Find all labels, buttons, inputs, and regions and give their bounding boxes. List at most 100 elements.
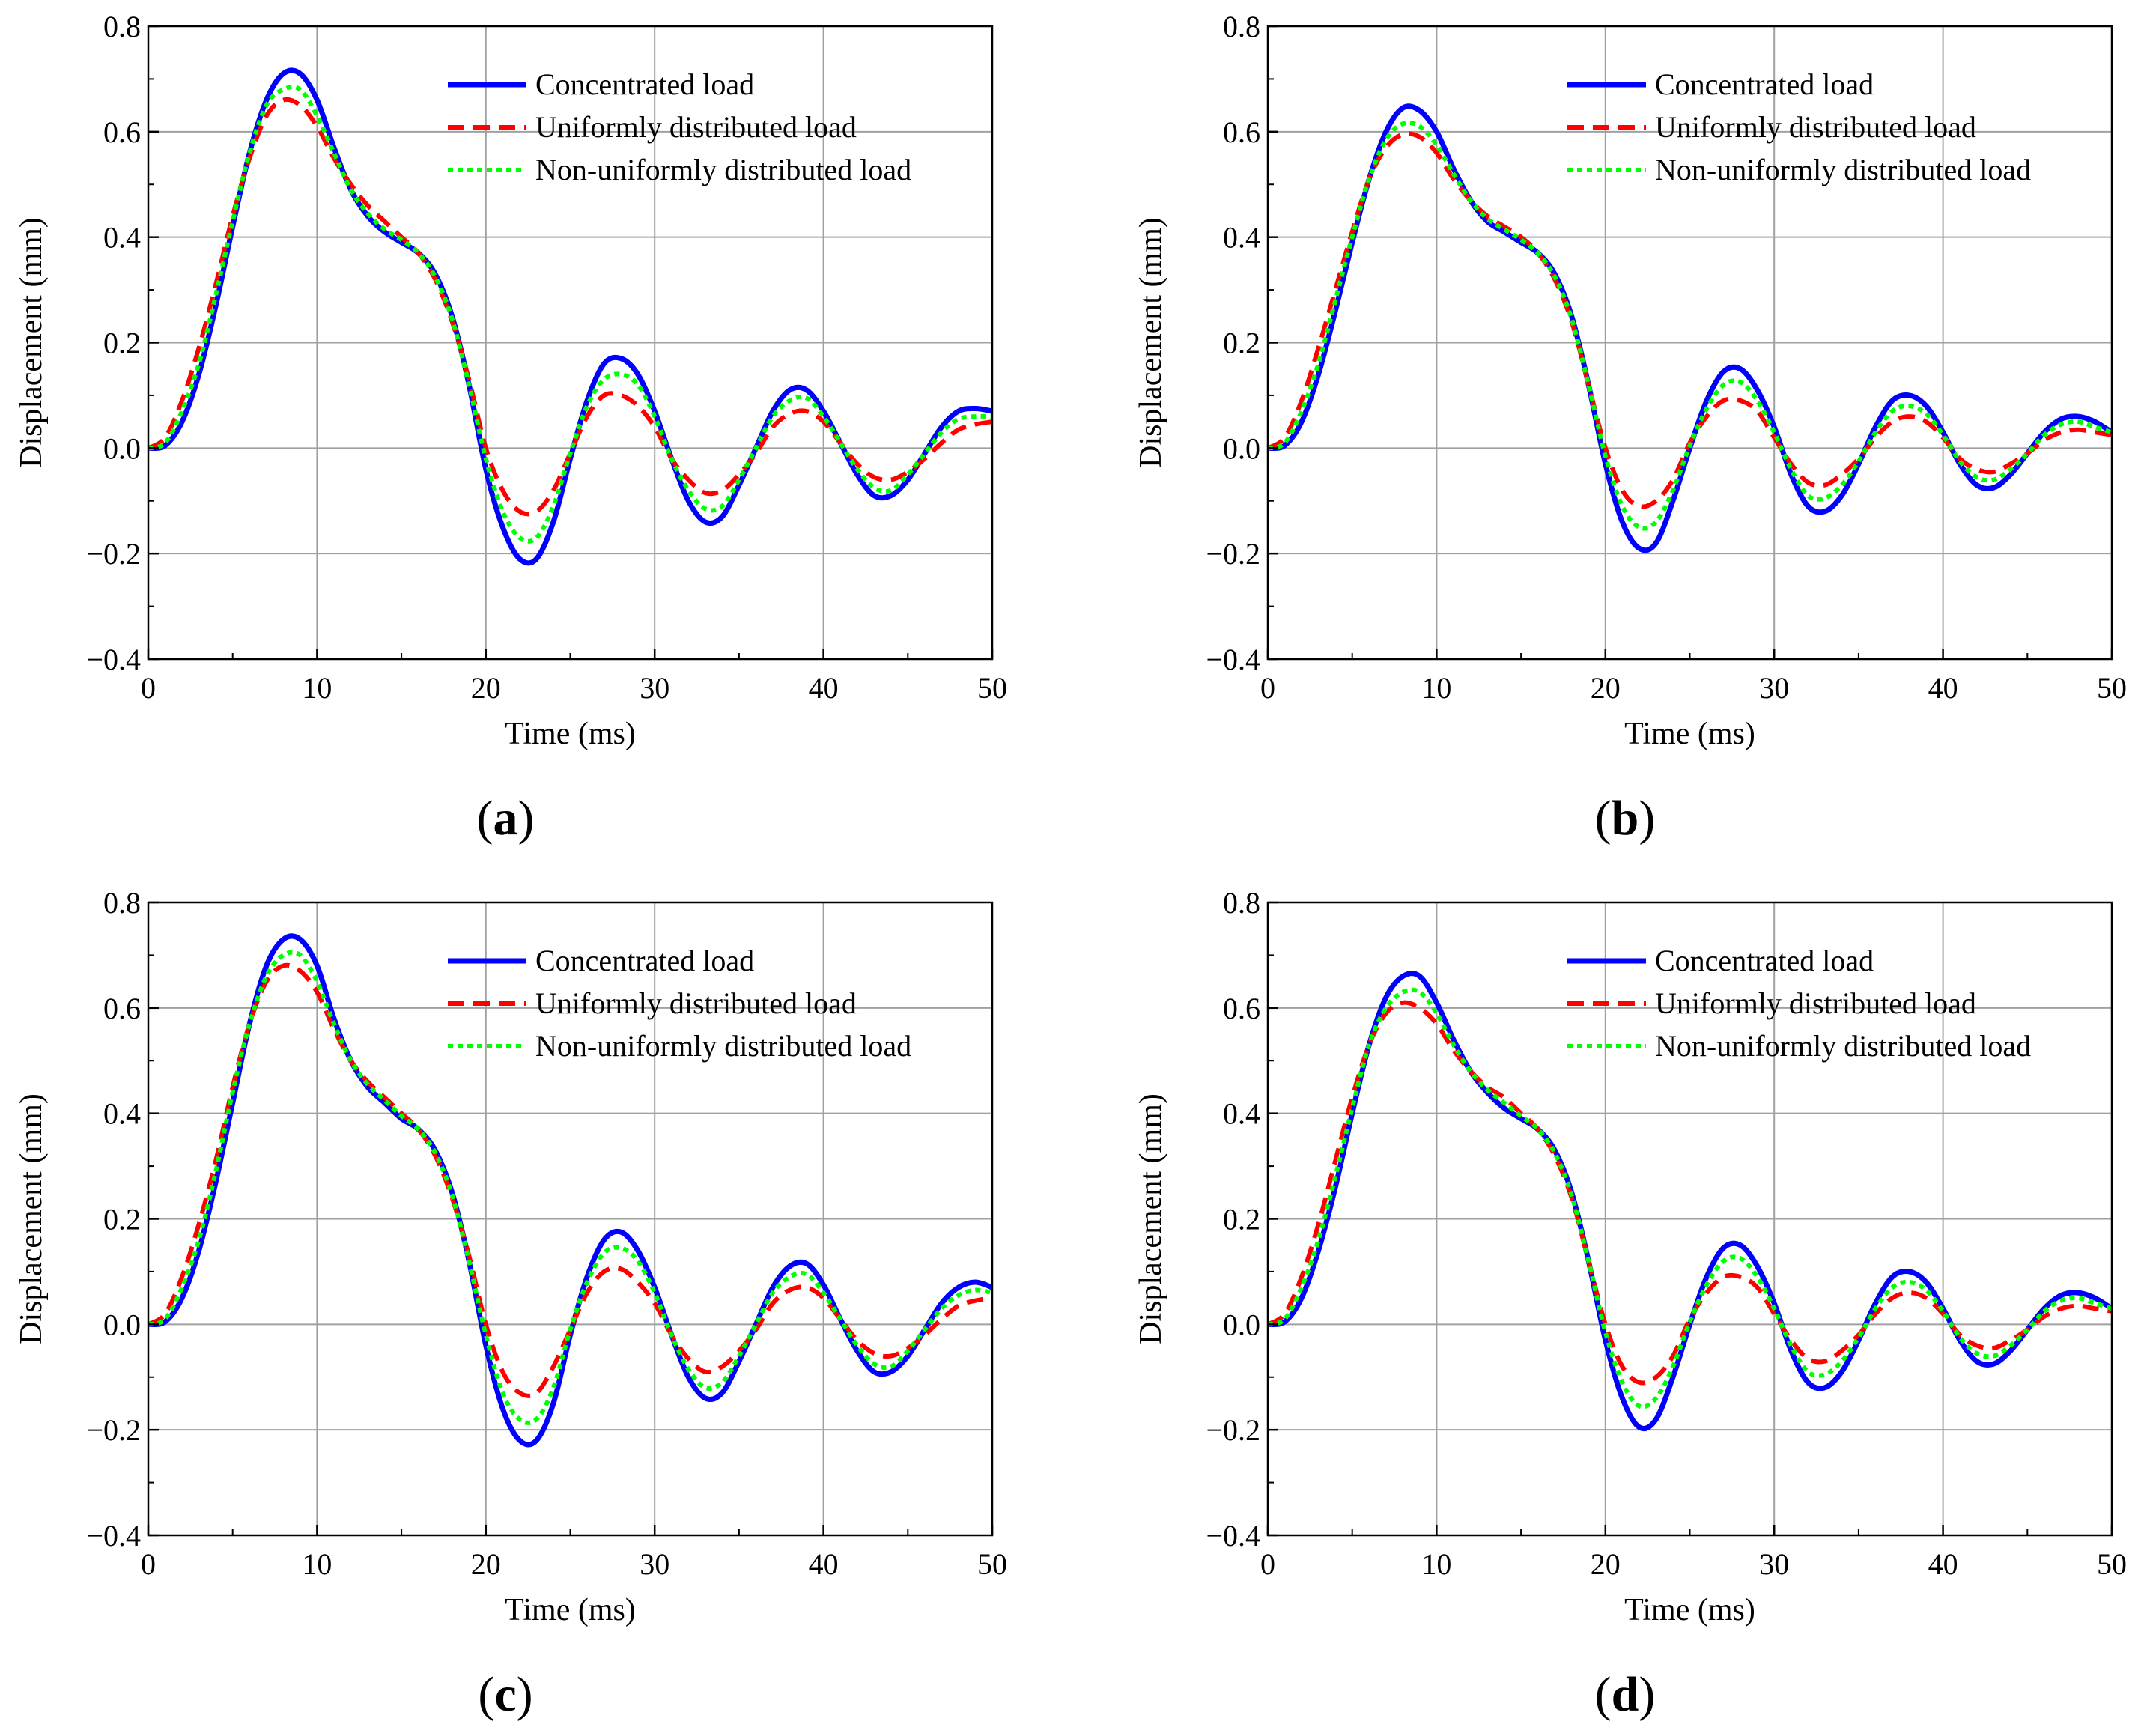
x-tick-label: 30: [640, 671, 669, 705]
x-tick-label: 0: [1260, 671, 1275, 705]
y-tick-label: 0.2: [1223, 327, 1260, 360]
x-axis: 0 10 20 30 40 50 Time (ms): [1260, 649, 2127, 751]
series-line-non-uniformly-distributed-load: [148, 950, 993, 1425]
x-tick-label: 40: [809, 1547, 839, 1581]
chart-svg: 0 10 20 30 40 50 Time (ms) −0.4 −0.2 0.0 0.2 0.4 0.6…: [1134, 886, 2127, 1627]
y-tick-label: 0.8: [103, 10, 141, 43]
panel-label-a: (a): [476, 791, 535, 846]
grid-lines: [148, 902, 992, 1535]
legend: Concentrated load Uniformly distributed l…: [448, 67, 911, 186]
series-group: [1266, 971, 2113, 1432]
legend-entry: Non-uniformly distributed load: [1655, 153, 2031, 186]
panel-label-d: (d): [1594, 1667, 1656, 1722]
x-tick-label: 20: [1591, 671, 1621, 705]
y-tick-label: −0.2: [1206, 537, 1260, 571]
panel-label-b: (b): [1594, 791, 1656, 846]
y-axis: −0.4 −0.2 0.0 0.2 0.4 0.6 0.8 Displacement (mm): [14, 886, 159, 1553]
x-axis-label: Time (ms): [1624, 717, 1755, 751]
y-tick-label: −0.4: [1206, 643, 1260, 676]
legend-entry: Uniformly distributed load: [1655, 986, 1976, 1020]
x-tick-label: 10: [1421, 671, 1451, 705]
x-axis: 0 10 20 30 40 50 Time (ms): [141, 1525, 1007, 1627]
y-tick-label: 0.2: [103, 327, 141, 360]
chart-panel-c: 0 10 20 30 40 50 Time (ms) −0.4 −0.2 0.0 0.2 0.4 0.6…: [0, 876, 1018, 1640]
legend-entry: Concentrated load: [1655, 944, 1874, 977]
y-tick-label: 0.4: [1223, 1097, 1260, 1131]
legend-entry: Non-uniformly distributed load: [535, 153, 911, 186]
legend-entry: Uniformly distributed load: [535, 110, 857, 144]
y-tick-label: 0.8: [103, 886, 141, 920]
legend-entry: Concentrated load: [535, 944, 754, 977]
y-tick-label: −0.4: [1206, 1519, 1260, 1553]
x-tick-label: 20: [471, 671, 501, 705]
chart-panel-d: 0 10 20 30 40 50 Time (ms) −0.4 −0.2 0.0 0.2 0.4 0.6…: [1120, 876, 2138, 1640]
series-line-concentrated-load: [148, 67, 993, 566]
x-tick-label: 50: [2097, 671, 2127, 705]
series-line-uniformly-distributed-load: [1266, 131, 2113, 509]
legend-entry: Uniformly distributed load: [1655, 110, 1976, 144]
x-tick-label: 50: [977, 1547, 1007, 1581]
panel-label-c: (c): [478, 1667, 533, 1722]
x-axis: 0 10 20 30 40 50 Time (ms): [1260, 1525, 2127, 1627]
series-line-non-uniformly-distributed-load: [148, 84, 993, 544]
y-axis-label: Displacement (mm): [1134, 1093, 1168, 1344]
legend: Concentrated load Uniformly distributed l…: [1567, 67, 2031, 186]
x-tick-label: 50: [2097, 1547, 2127, 1581]
x-tick-label: 30: [1759, 1547, 1789, 1581]
y-tick-label: 0.0: [1223, 431, 1260, 465]
y-axis: −0.4 −0.2 0.0 0.2 0.4 0.6 0.8 Displacement (mm): [1134, 10, 1278, 676]
y-tick-label: 0.0: [1223, 1308, 1260, 1341]
series-group: [1266, 103, 2113, 553]
series-line-concentrated-load: [1267, 971, 2113, 1432]
chart-panel-b: 0 10 20 30 40 50 Time (ms) −0.4 −0.2 0.0 0.2 0.4 0.6…: [1120, 0, 2138, 764]
x-tick-label: 40: [1928, 671, 1958, 705]
legend-entry: Uniformly distributed load: [535, 986, 857, 1020]
y-tick-label: 0.8: [1223, 10, 1260, 43]
x-tick-label: 30: [640, 1547, 669, 1581]
x-axis-label: Time (ms): [505, 717, 636, 751]
y-tick-label: 0.4: [1223, 221, 1260, 255]
y-axis-label: Displacement (mm): [14, 1093, 49, 1344]
y-tick-label: 0.6: [1223, 115, 1260, 149]
y-axis: −0.4 −0.2 0.0 0.2 0.4 0.6 0.8 Displacement (mm): [1134, 886, 1278, 1553]
y-tick-label: 0.2: [1223, 1203, 1260, 1236]
chart-svg: 0 10 20 30 40 50 Time (ms) −0.4 −0.2 0.0 0.2 0.4 0.6…: [14, 10, 1007, 751]
chart-panel-a: 0 10 20 30 40 50 Time (ms) −0.4 −0.2 0.0 0.2 0.4 0.6…: [0, 0, 1018, 764]
y-axis-label: Displacement (mm): [14, 217, 49, 468]
legend: Concentrated load Uniformly distributed l…: [1567, 944, 2031, 1063]
y-tick-label: 0.6: [103, 992, 141, 1025]
series-line-uniformly-distributed-load: [1266, 1000, 2113, 1386]
x-axis: 0 10 20 30 40 50 Time (ms): [141, 649, 1007, 751]
y-tick-label: −0.2: [86, 537, 141, 571]
x-tick-label: 10: [302, 671, 332, 705]
legend-entry: Non-uniformly distributed load: [535, 1029, 911, 1063]
x-tick-label: 0: [141, 671, 156, 705]
y-tick-label: 0.4: [103, 221, 141, 255]
x-tick-label: 10: [302, 1547, 332, 1581]
legend-entry: Concentrated load: [1655, 67, 1874, 101]
y-tick-label: −0.2: [1206, 1413, 1260, 1447]
x-tick-label: 20: [1591, 1547, 1621, 1581]
legend-entry: Non-uniformly distributed load: [1655, 1029, 2031, 1063]
y-tick-label: −0.4: [86, 1519, 141, 1553]
y-tick-label: 0.0: [103, 431, 141, 465]
y-tick-label: 0.6: [103, 115, 141, 149]
x-axis-label: Time (ms): [1624, 1593, 1755, 1627]
y-tick-label: 0.8: [1223, 886, 1260, 920]
x-tick-label: 0: [141, 1547, 156, 1581]
grid-lines: [148, 26, 992, 659]
y-tick-label: 0.4: [103, 1097, 141, 1131]
x-tick-label: 40: [809, 671, 839, 705]
x-tick-label: 10: [1421, 1547, 1451, 1581]
legend: Concentrated load Uniformly distributed l…: [448, 944, 911, 1063]
series-group: [147, 67, 993, 566]
x-tick-label: 0: [1260, 1547, 1275, 1581]
y-axis: −0.4 −0.2 0.0 0.2 0.4 0.6 0.8 Displacement (mm): [14, 10, 159, 676]
y-axis-label: Displacement (mm): [1134, 217, 1168, 468]
legend-entry: Concentrated load: [535, 67, 754, 101]
y-tick-label: −0.4: [86, 643, 141, 676]
grid-lines: [1268, 26, 2112, 659]
x-tick-label: 30: [1759, 671, 1789, 705]
series-line-non-uniformly-distributed-load: [1267, 120, 2113, 531]
